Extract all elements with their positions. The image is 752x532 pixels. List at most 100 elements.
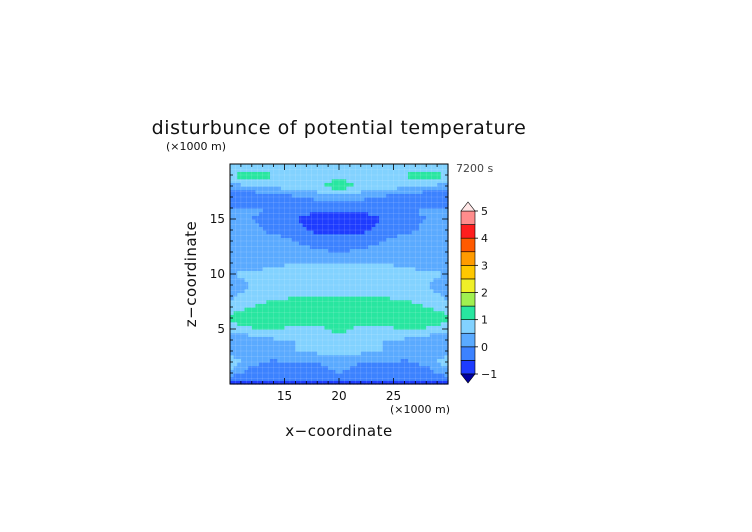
- heatmap-cell: [429, 325, 435, 330]
- heatmap-cell: [251, 263, 257, 268]
- heatmap-cell: [404, 226, 409, 231]
- heatmap-cell: [339, 369, 344, 374]
- heatmap-cell: [273, 373, 278, 378]
- heatmap-cell: [299, 347, 304, 352]
- heatmap-cell: [429, 211, 435, 216]
- heatmap-cell: [262, 380, 267, 385]
- heatmap-cell: [382, 362, 387, 367]
- heatmap-cell: [262, 215, 267, 220]
- heatmap-cell: [357, 244, 362, 249]
- heatmap-cell: [273, 222, 278, 227]
- heatmap-cell: [444, 310, 449, 315]
- heatmap-cell: [291, 241, 296, 246]
- heatmap-cell: [375, 351, 380, 356]
- heatmap-cell: [437, 303, 442, 308]
- heatmap-cell: [313, 365, 318, 370]
- heatmap-cell: [328, 351, 333, 356]
- heatmap-cell: [360, 369, 366, 374]
- heatmap-cell: [248, 285, 253, 290]
- heatmap-cell: [429, 292, 435, 297]
- heatmap-cell: [295, 222, 300, 227]
- heatmap-cell: [418, 307, 424, 312]
- heatmap-cell: [277, 200, 282, 205]
- heatmap-cell: [251, 270, 257, 275]
- heatmap-cell: [259, 164, 264, 169]
- heatmap-cell: [368, 244, 373, 249]
- heatmap-cell: [273, 277, 278, 282]
- heatmap-cell: [306, 222, 311, 227]
- heatmap-cell: [284, 186, 289, 191]
- heatmap-cell: [371, 369, 376, 374]
- heatmap-cell: [259, 314, 264, 319]
- heatmap-cell: [291, 347, 296, 352]
- heatmap-cell: [299, 211, 304, 216]
- heatmap-cell: [444, 197, 449, 202]
- heatmap-cell: [378, 358, 384, 363]
- heatmap-cell: [291, 200, 296, 205]
- heatmap-cell: [237, 193, 242, 198]
- heatmap-cell: [393, 307, 398, 312]
- heatmap-cell: [240, 197, 246, 202]
- heatmap-cell: [280, 336, 286, 341]
- heatmap-cell: [255, 274, 260, 279]
- heatmap-cell: [433, 362, 438, 367]
- heatmap-cell: [313, 299, 318, 304]
- heatmap-cell: [240, 336, 246, 341]
- heatmap-cell: [266, 270, 271, 275]
- heatmap-cell: [426, 358, 431, 363]
- heatmap-cell: [411, 197, 416, 202]
- heatmap-cell: [440, 354, 445, 359]
- heatmap-cell: [378, 186, 384, 191]
- heatmap-cell: [317, 244, 322, 249]
- heatmap-cell: [331, 263, 336, 268]
- heatmap-cell: [429, 274, 435, 279]
- heatmap-cell: [302, 314, 307, 319]
- heatmap-cell: [230, 369, 235, 374]
- heatmap-cell: [360, 252, 366, 257]
- heatmap-cell: [404, 296, 409, 301]
- heatmap-cell: [331, 186, 336, 191]
- heatmap-cell: [230, 259, 235, 264]
- heatmap-cell: [426, 244, 431, 249]
- heatmap-cell: [331, 296, 336, 301]
- heatmap-cell: [324, 211, 329, 216]
- heatmap-cell: [309, 325, 315, 330]
- heatmap-cell: [259, 285, 264, 290]
- heatmap-cell: [349, 197, 355, 202]
- heatmap-cell: [269, 241, 275, 246]
- heatmap-cell: [346, 259, 351, 264]
- heatmap-cell: [262, 164, 267, 169]
- heatmap-cell: [349, 373, 355, 378]
- heatmap-cell: [360, 167, 366, 172]
- heatmap-cell: [404, 321, 409, 326]
- heatmap-cell: [269, 233, 275, 238]
- heatmap-cell: [397, 219, 402, 224]
- heatmap-cell: [360, 244, 366, 249]
- heatmap-cell: [280, 222, 286, 227]
- heatmap-cell: [418, 321, 424, 326]
- colorbar-tick-label: 4: [481, 232, 488, 245]
- heatmap-cell: [342, 248, 347, 253]
- heatmap-cell: [299, 164, 304, 169]
- heatmap-cell: [320, 299, 326, 304]
- heatmap-cell: [288, 351, 293, 356]
- heatmap-cell: [400, 270, 405, 275]
- heatmap-cell: [328, 241, 333, 246]
- heatmap-cell: [418, 351, 424, 356]
- heatmap-cell: [230, 230, 235, 235]
- heatmap-cell: [273, 270, 278, 275]
- heatmap-cell: [360, 347, 366, 352]
- heatmap-cell: [397, 175, 402, 180]
- heatmap-cell: [389, 285, 395, 290]
- heatmap-cell: [262, 343, 267, 348]
- heatmap-cell: [255, 347, 260, 352]
- heatmap-cell: [389, 307, 395, 312]
- heatmap-cell: [386, 292, 391, 297]
- heatmap-cell: [393, 171, 398, 176]
- heatmap-cell: [251, 167, 257, 172]
- heatmap-cell: [440, 340, 445, 345]
- heatmap-cell: [302, 266, 307, 271]
- heatmap-cell: [426, 373, 431, 378]
- heatmap-cell: [393, 318, 398, 323]
- heatmap-cell: [357, 321, 362, 326]
